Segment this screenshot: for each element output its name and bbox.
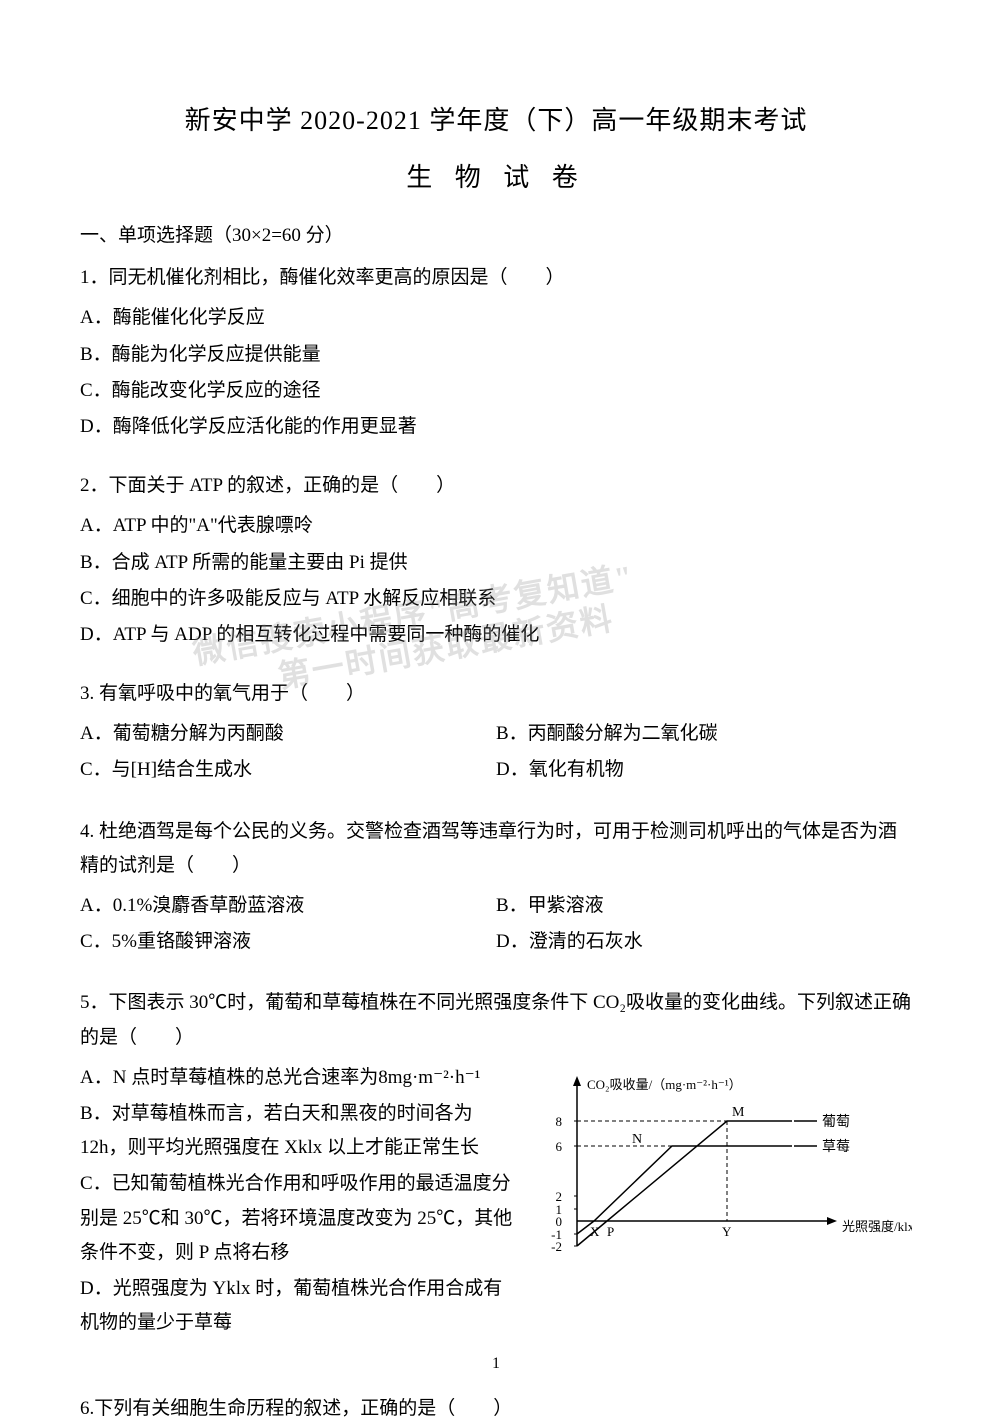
q5-option-a: A．N 点时草莓植株的总光合速率为8mg·m⁻²·h⁻¹ xyxy=(80,1061,517,1095)
q1-option-a: A．酶能催化化学反应 xyxy=(80,301,912,335)
chart-ylabel: CO₂吸收量/（mg·m⁻²·h⁻¹） xyxy=(587,1077,742,1092)
q3-option-c: C．与[H]结合生成水 xyxy=(80,753,496,787)
chart-series-strawberry: 草莓 xyxy=(822,1139,850,1155)
question-5: 5．下图表示 30℃时，葡萄和草莓植株在不同光照强度条件下 CO₂吸收量的变化曲… xyxy=(80,986,912,1342)
section-1-header: 一、单项选择题（30×2=60 分） xyxy=(80,219,912,253)
co2-chart: CO₂吸收量/（mg·m⁻²·h⁻¹） 光照强度/klx 8 6 2 1 0 -… xyxy=(532,1071,912,1271)
chart-series-grape: 葡萄 xyxy=(822,1114,850,1130)
svg-text:6: 6 xyxy=(556,1139,563,1154)
chart-xlabel: 光照强度/klx xyxy=(842,1219,912,1234)
svg-text:-2: -2 xyxy=(551,1239,562,1254)
question-1: 1．同无机催化剂相比，酶催化效率更高的原因是（ ） A．酶能催化化学反应 B．酶… xyxy=(80,261,912,444)
q1-option-d: D．酶降低化学反应活化能的作用更显著 xyxy=(80,410,912,444)
q2-option-d: D．ATP 与 ADP 的相互转化过程中需要同一种酶的催化 xyxy=(80,618,912,652)
q4-option-c: C．5%重铬酸钾溶液 xyxy=(80,925,496,959)
question-2: 2．下面关于 ATP 的叙述，正确的是（ ） A．ATP 中的"A"代表腺嘌呤 … xyxy=(80,469,912,652)
exam-title: 新安中学 2020-2021 学年度（下）高一年级期末考试 xyxy=(80,100,912,137)
q3-option-a: A．葡萄糖分解为丙酮酸 xyxy=(80,717,496,751)
q5-option-c: C．已知葡萄植株光合作用和呼吸作用的最适温度分别是 25℃和 30℃，若将环境温… xyxy=(80,1167,517,1270)
svg-text:8: 8 xyxy=(556,1114,563,1129)
question-3: 3. 有氧呼吸中的氧气用于（ ） A．葡萄糖分解为丙酮酸 B．丙酮酸分解为二氧化… xyxy=(80,677,912,790)
page-number: 1 xyxy=(492,1355,500,1373)
question-4: 4. 杜绝酒驾是每个公民的义务。交警检查酒驾等违章行为时，可用于检测司机呼出的气… xyxy=(80,815,912,962)
q3-option-d: D．氧化有机物 xyxy=(496,753,912,787)
q5-prompt: 5．下图表示 30℃时，葡萄和草莓植株在不同光照强度条件下 CO₂吸收量的变化曲… xyxy=(80,986,912,1054)
q2-option-c: C．细胞中的许多吸能反应与 ATP 水解反应相联系 xyxy=(80,582,912,616)
q2-option-b: B．合成 ATP 所需的能量主要由 Pi 提供 xyxy=(80,546,912,580)
chart-tick-p: P xyxy=(607,1224,614,1239)
q2-prompt: 2．下面关于 ATP 的叙述，正确的是（ ） xyxy=(80,469,912,503)
q4-prompt: 4. 杜绝酒驾是每个公民的义务。交警检查酒驾等违章行为时，可用于检测司机呼出的气… xyxy=(80,815,912,883)
q4-option-d: D．澄清的石灰水 xyxy=(496,925,912,959)
q1-option-c: C．酶能改变化学反应的途径 xyxy=(80,374,912,408)
chart-point-n: N xyxy=(632,1132,642,1147)
q3-prompt: 3. 有氧呼吸中的氧气用于（ ） xyxy=(80,677,912,711)
q3-option-b: B．丙酮酸分解为二氧化碳 xyxy=(496,717,912,751)
question-6: 6.下列有关细胞生命历程的叙述，正确的是（ ） xyxy=(80,1392,912,1426)
q6-prompt: 6.下列有关细胞生命历程的叙述，正确的是（ ） xyxy=(80,1392,912,1426)
chart-tick-x: X xyxy=(590,1224,600,1239)
q5-option-d: D．光照强度为 Yklx 时，葡萄植株光合作用合成有机物的量少于草莓 xyxy=(80,1272,517,1340)
q5-option-b: B．对草莓植株而言，若白天和黑夜的时间各为 12h，则平均光照强度在 Xklx … xyxy=(80,1097,517,1165)
chart-point-m: M xyxy=(732,1105,745,1120)
q1-option-b: B．酶能为化学反应提供能量 xyxy=(80,338,912,372)
q1-prompt: 1．同无机催化剂相比，酶催化效率更高的原因是（ ） xyxy=(80,261,912,295)
exam-subtitle: 生 物 试 卷 xyxy=(80,157,912,194)
q2-option-a: A．ATP 中的"A"代表腺嘌呤 xyxy=(80,509,912,543)
q4-option-b: B．甲紫溶液 xyxy=(496,889,912,923)
q4-option-a: A．0.1%溴麝香草酚蓝溶液 xyxy=(80,889,496,923)
chart-tick-y: Y xyxy=(722,1224,732,1239)
